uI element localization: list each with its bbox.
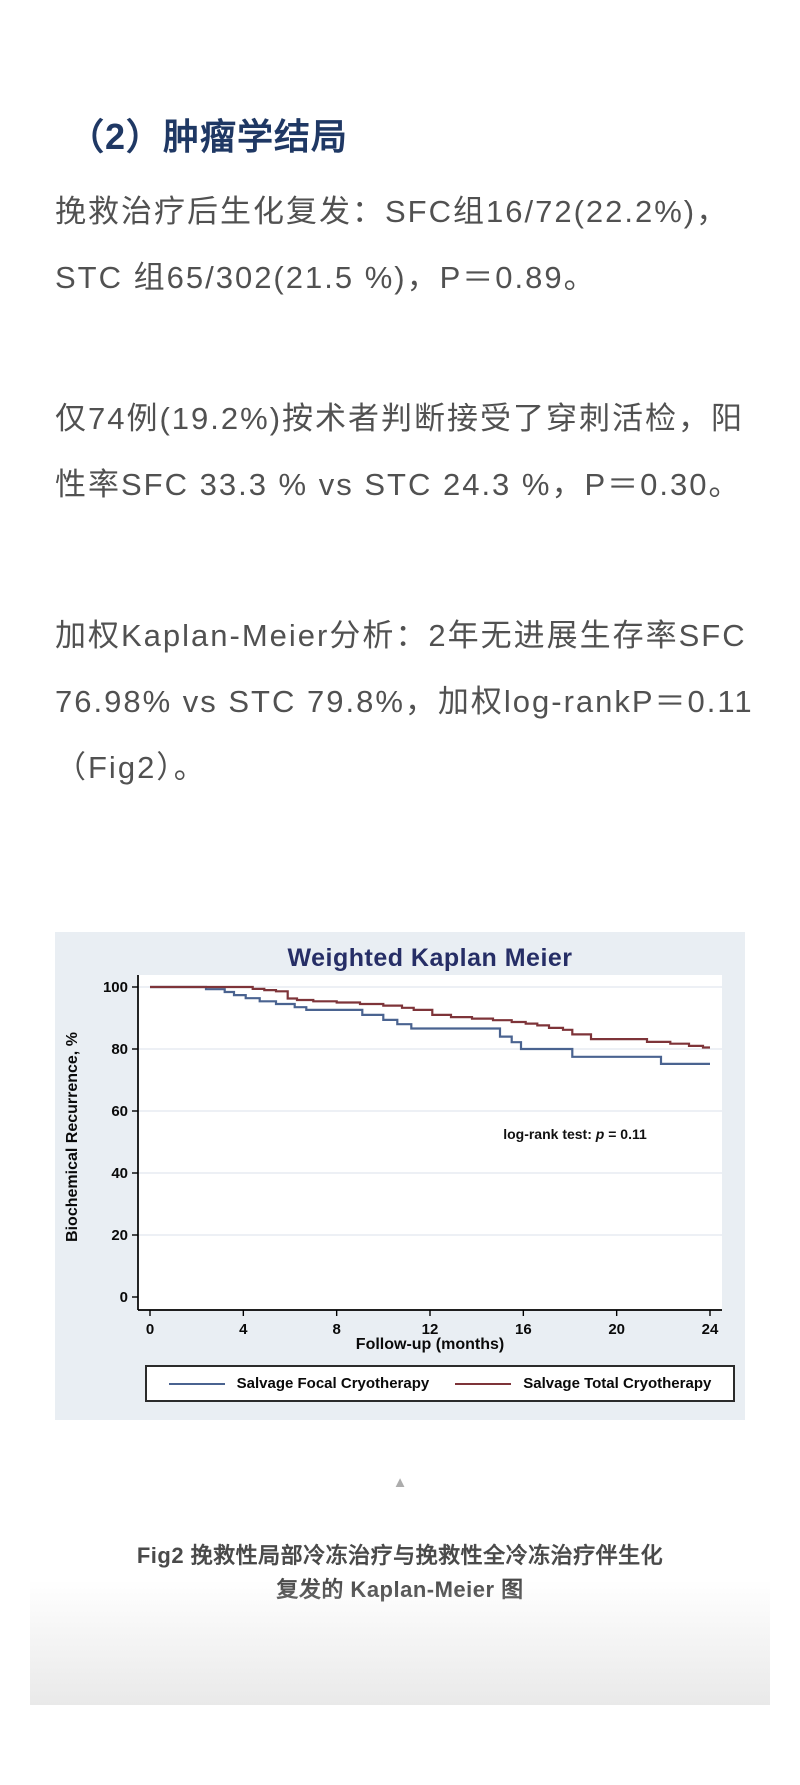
y-axis-label: Biochemical Recurrence, % bbox=[64, 1032, 81, 1242]
y-tick-label: 60 bbox=[111, 1103, 128, 1120]
x-tick-label: 16 bbox=[515, 1321, 532, 1338]
y-tick-label: 20 bbox=[111, 1227, 128, 1244]
y-tick-label: 0 bbox=[120, 1289, 128, 1306]
paragraph-3-line-3: （Fig2）。 bbox=[55, 750, 207, 785]
legend-entry-sfc: Salvage Focal Cryotherapy bbox=[168, 1375, 430, 1392]
curve-stc bbox=[150, 985, 710, 1049]
plot-area bbox=[138, 975, 722, 1310]
legend-label-sfc: Salvage Focal Cryotherapy bbox=[236, 1375, 430, 1392]
paragraph-1-line-2: STC 组65/302(21.5 %)，P＝0.89。 bbox=[55, 260, 597, 295]
chart-legend: Salvage Focal Cryotherapy Salvage Total … bbox=[145, 1365, 735, 1402]
sfc-line-sample-icon bbox=[168, 1382, 225, 1385]
curve-sfc bbox=[150, 985, 710, 1065]
x-tick-label: 4 bbox=[239, 1321, 248, 1338]
legend-entry-stc: Salvage Total Cryotherapy bbox=[455, 1375, 711, 1392]
log-rank-annotation-prefix: log-rank test: bbox=[503, 1126, 596, 1142]
card-bottom-fade bbox=[30, 1580, 770, 1705]
y-tick-label: 40 bbox=[111, 1165, 128, 1182]
paragraph-2-line-2: 性率SFC 33.3 % vs STC 24.3 %，P＝0.30。 bbox=[55, 467, 742, 502]
x-tick-label: 20 bbox=[608, 1321, 625, 1338]
kaplan-meier-plot: 0 20 40 60 80 100 0 4 8 12 16 20 24 bbox=[103, 975, 722, 1338]
log-rank-annotation: log-rank test: p = 0.11 bbox=[455, 1126, 695, 1142]
section-heading: （2）肿瘤学结局 bbox=[68, 116, 349, 157]
paragraph-3-line-2: 76.98% vs STC 79.8%，加权log-rankP＝0.11 bbox=[55, 684, 754, 719]
collapse-arrow-icon[interactable]: ▲ bbox=[392, 1474, 408, 1491]
content-card: （2）肿瘤学结局 挽救治疗后生化复发：SFC组16/72(22.2%)， STC… bbox=[30, 0, 770, 1705]
stc-line-sample-icon bbox=[455, 1382, 512, 1385]
x-tick-label: 24 bbox=[702, 1321, 719, 1338]
x-tick-label: 12 bbox=[422, 1321, 439, 1338]
x-axis-label: Follow-up (months) bbox=[355, 1336, 505, 1353]
log-rank-annotation-value: = 0.11 bbox=[604, 1126, 647, 1142]
x-tick-label: 0 bbox=[146, 1321, 154, 1338]
paragraph-3-line-1: 加权Kaplan-Meier分析：2年无进展生存率SFC bbox=[55, 618, 747, 653]
y-tick-label: 80 bbox=[111, 1041, 128, 1058]
figure-caption-line-1: Fig2 挽救性局部冷冻治疗与挽救性全冷冻治疗伴生化 bbox=[136, 1543, 664, 1568]
paragraph-2-line-1: 仅74例(19.2%)按术者判断接受了穿刺活检，阳 bbox=[55, 401, 745, 436]
legend-label-stc: Salvage Total Cryotherapy bbox=[523, 1375, 712, 1392]
chart-title: Weighted Kaplan Meier bbox=[287, 944, 573, 972]
kaplan-meier-figure: 0 20 40 60 80 100 0 4 8 12 16 20 24 Weighted Kaplan … bbox=[55, 932, 745, 1420]
log-rank-annotation-p: p bbox=[595, 1126, 605, 1142]
paragraph-1-line-1: 挽救治疗后生化复发：SFC组16/72(22.2%)， bbox=[55, 194, 730, 229]
y-tick-label: 100 bbox=[103, 979, 128, 996]
x-tick-label: 8 bbox=[332, 1321, 340, 1338]
